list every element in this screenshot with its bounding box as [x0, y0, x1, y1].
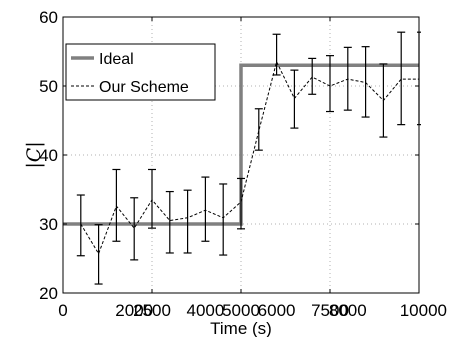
legend-label-our-scheme: Our Scheme [99, 79, 189, 96]
x-tick-label: 2500 [133, 301, 171, 320]
x-axis-label: Time (s) [210, 319, 272, 337]
x-tick-label: 5000 [222, 301, 260, 320]
series-our-scheme [76, 31, 421, 285]
x-tick-label: 0 [58, 301, 67, 320]
x-tick-label-minor: 4000 [186, 301, 224, 320]
legend-box [65, 43, 216, 101]
x-tick-label: 7500 [311, 301, 349, 320]
legend: Ideal Our Scheme [65, 43, 216, 101]
x-tick-label-minor: 6000 [258, 301, 296, 320]
x-tick-labels: 0 2500 5000 7500 10000 2000 4000 6000 8000 [58, 301, 447, 320]
x-tick-label: 10000 [400, 301, 447, 320]
grid [63, 17, 419, 293]
y-tick-label: 50 [39, 77, 58, 96]
y-tick-label: 20 [39, 284, 58, 303]
x-tick-label-minor: 2000 [115, 301, 153, 320]
y-tick-label: 40 [39, 146, 58, 165]
our-scheme-line [80, 60, 419, 255]
y-tick-label: 60 [39, 8, 58, 27]
y-axis-label: |C| [23, 141, 45, 168]
x-tick-label-minor: 8000 [329, 301, 367, 320]
legend-label-ideal: Ideal [99, 51, 134, 68]
y-tick-label: 30 [39, 215, 58, 234]
y-tick-labels: 20 30 40 50 60 [39, 8, 58, 303]
